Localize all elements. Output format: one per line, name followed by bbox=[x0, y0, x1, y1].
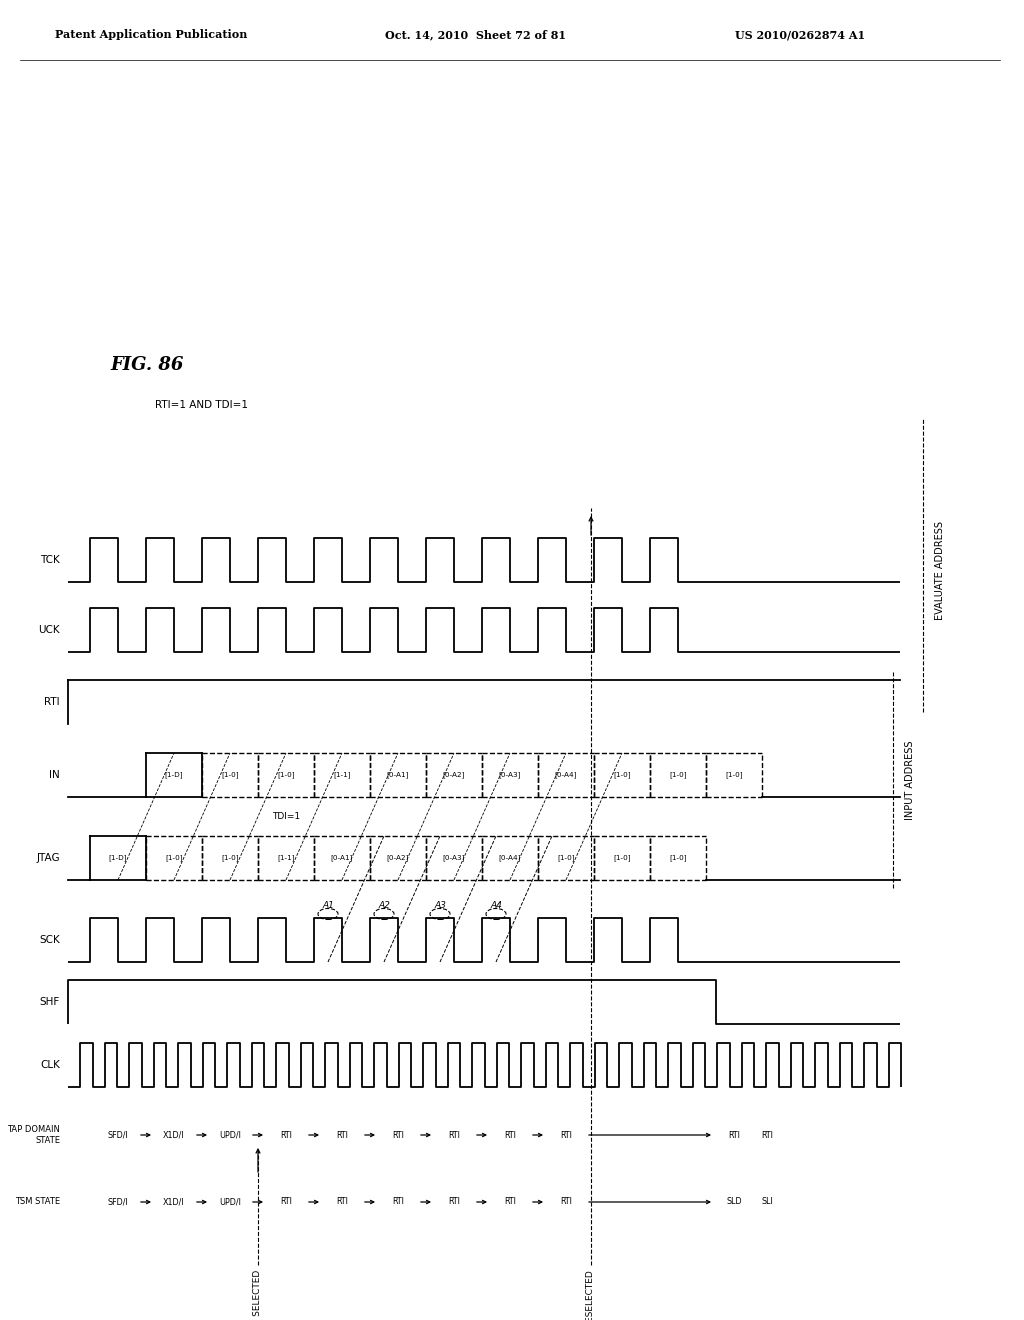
Text: SFD/I: SFD/I bbox=[108, 1130, 128, 1139]
Text: RTI: RTI bbox=[504, 1130, 516, 1139]
Text: TCK: TCK bbox=[40, 554, 60, 565]
Text: Oct. 14, 2010  Sheet 72 of 81: Oct. 14, 2010 Sheet 72 of 81 bbox=[385, 29, 566, 41]
Text: X1D/I: X1D/I bbox=[163, 1197, 184, 1206]
Text: EVALUATE ADDRESS: EVALUATE ADDRESS bbox=[935, 520, 945, 619]
Text: IN: IN bbox=[49, 770, 60, 780]
Text: [0-A3]: [0-A3] bbox=[499, 772, 521, 779]
Text: TAP DOMAIN
STATE: TAP DOMAIN STATE bbox=[7, 1125, 60, 1144]
Text: A4: A4 bbox=[490, 902, 502, 909]
Text: [1-0]: [1-0] bbox=[725, 772, 742, 779]
Text: [1-1]: [1-1] bbox=[278, 854, 295, 862]
Text: RTI: RTI bbox=[449, 1130, 460, 1139]
Text: A1: A1 bbox=[323, 902, 334, 909]
Text: [1-0]: [1-0] bbox=[221, 854, 239, 862]
Text: SLD: SLD bbox=[726, 1197, 741, 1206]
Text: [0-A3]: [0-A3] bbox=[442, 854, 465, 862]
Text: RTI: RTI bbox=[560, 1197, 572, 1206]
Text: [1-0]: [1-0] bbox=[613, 772, 631, 779]
Text: UPD/I: UPD/I bbox=[219, 1130, 241, 1139]
Text: RTI: RTI bbox=[392, 1197, 403, 1206]
Text: [1-0]: [1-0] bbox=[670, 854, 687, 862]
Text: [1-D]: [1-D] bbox=[109, 854, 127, 862]
Text: RTI=1 AND TDI=1: RTI=1 AND TDI=1 bbox=[155, 400, 248, 411]
Text: US 2010/0262874 A1: US 2010/0262874 A1 bbox=[735, 29, 865, 41]
Text: [1-0]: [1-0] bbox=[165, 854, 182, 862]
Text: RTI: RTI bbox=[728, 1130, 740, 1139]
Text: TSM STATE: TSM STATE bbox=[15, 1197, 60, 1206]
Text: [0-A2]: [0-A2] bbox=[387, 854, 410, 862]
Text: CLK: CLK bbox=[40, 1060, 60, 1071]
Text: [1-1]: [1-1] bbox=[333, 772, 351, 779]
Text: FIG. 86: FIG. 86 bbox=[110, 356, 183, 374]
Text: TDI=1: TDI=1 bbox=[272, 812, 300, 821]
Text: [1-0]: [1-0] bbox=[278, 772, 295, 779]
Text: [0-A4]: [0-A4] bbox=[499, 854, 521, 862]
Text: RTI: RTI bbox=[504, 1197, 516, 1206]
Text: RTI: RTI bbox=[44, 697, 60, 708]
Text: SHF: SHF bbox=[40, 997, 60, 1007]
Text: RTI: RTI bbox=[280, 1130, 292, 1139]
Text: RTI: RTI bbox=[762, 1130, 773, 1139]
Text: SLI: SLI bbox=[762, 1197, 773, 1206]
Text: UPD/I: UPD/I bbox=[219, 1197, 241, 1206]
Text: A3: A3 bbox=[434, 902, 445, 909]
Text: RTI: RTI bbox=[336, 1130, 348, 1139]
Text: JTAG: JTAG bbox=[37, 853, 60, 863]
Text: [1-D]: [1-D] bbox=[165, 772, 183, 779]
Text: Patent Application Publication: Patent Application Publication bbox=[55, 29, 248, 41]
Text: INPUT ADDRESS: INPUT ADDRESS bbox=[905, 741, 915, 820]
Text: [0-A1]: [0-A1] bbox=[387, 772, 410, 779]
Text: [1-0]: [1-0] bbox=[613, 854, 631, 862]
Text: X1D/I: X1D/I bbox=[163, 1130, 184, 1139]
Text: [1-0]: [1-0] bbox=[221, 772, 239, 779]
Text: [1-0]: [1-0] bbox=[557, 854, 574, 862]
Text: SCK: SCK bbox=[39, 935, 60, 945]
Text: RTI: RTI bbox=[449, 1197, 460, 1206]
Text: JTAG DESELECTED: JTAG DESELECTED bbox=[587, 1270, 596, 1320]
Text: RTI: RTI bbox=[560, 1130, 572, 1139]
Text: A2: A2 bbox=[378, 902, 390, 909]
Text: UCK: UCK bbox=[38, 624, 60, 635]
Text: [0-A4]: [0-A4] bbox=[555, 772, 578, 779]
Text: JTAG SELECTED: JTAG SELECTED bbox=[254, 1270, 262, 1320]
Text: [0-A2]: [0-A2] bbox=[442, 772, 465, 779]
Text: RTI: RTI bbox=[336, 1197, 348, 1206]
Text: RTI: RTI bbox=[280, 1197, 292, 1206]
Text: [0-A1]: [0-A1] bbox=[331, 854, 353, 862]
Text: [1-0]: [1-0] bbox=[670, 772, 687, 779]
Text: SFD/I: SFD/I bbox=[108, 1197, 128, 1206]
Text: RTI: RTI bbox=[392, 1130, 403, 1139]
